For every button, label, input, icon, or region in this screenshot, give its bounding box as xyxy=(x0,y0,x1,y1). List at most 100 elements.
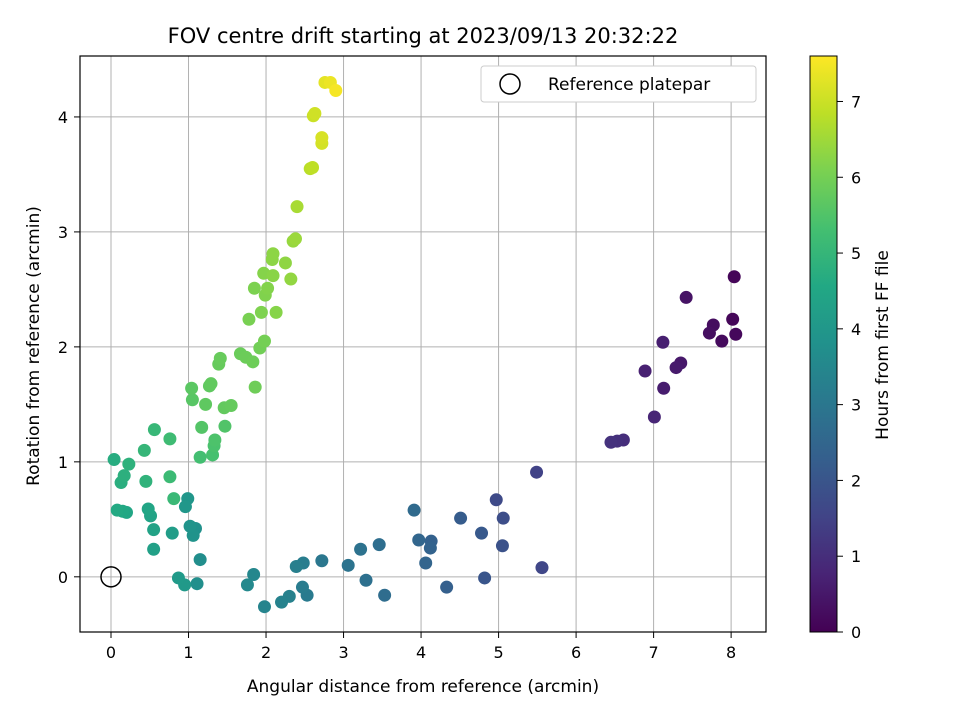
data-point xyxy=(167,492,181,506)
data-point xyxy=(308,106,322,120)
reference-platepar-marker xyxy=(100,566,122,588)
data-point xyxy=(407,503,421,517)
data-point xyxy=(288,232,302,246)
data-point xyxy=(185,393,199,407)
data-point xyxy=(726,312,740,326)
data-point xyxy=(247,568,261,582)
data-point xyxy=(248,380,262,394)
data-point xyxy=(275,595,289,609)
data-point xyxy=(247,281,261,295)
colorbar xyxy=(809,55,838,633)
data-point xyxy=(185,381,199,395)
data-point xyxy=(679,290,693,304)
data-point xyxy=(278,256,292,270)
data-point xyxy=(246,355,260,369)
data-point xyxy=(702,326,716,340)
x-tick-label: 4 xyxy=(416,643,426,662)
data-point xyxy=(208,433,222,447)
y-tick-label: 3 xyxy=(58,223,68,242)
data-point xyxy=(284,272,298,286)
legend: Reference platepar xyxy=(480,65,757,103)
data-point xyxy=(240,578,254,592)
data-point xyxy=(530,465,544,479)
x-tick-label: 7 xyxy=(649,643,659,662)
data-point xyxy=(478,571,492,585)
y-tick-label: 0 xyxy=(58,568,68,587)
colorbar-tick-label: 6 xyxy=(851,168,861,187)
data-point xyxy=(193,553,207,567)
data-point xyxy=(419,556,433,570)
data-point xyxy=(261,281,275,295)
data-point xyxy=(354,542,368,556)
data-point xyxy=(289,559,303,573)
data-point xyxy=(139,474,153,488)
data-point xyxy=(295,580,309,594)
x-tick-label: 1 xyxy=(183,643,193,662)
data-point xyxy=(254,305,268,319)
data-point xyxy=(122,457,136,471)
data-point xyxy=(165,526,179,540)
data-point xyxy=(315,131,329,145)
data-point xyxy=(269,305,283,319)
x-tick-label: 3 xyxy=(338,643,348,662)
data-point xyxy=(110,503,124,517)
y-tick-label: 1 xyxy=(58,453,68,472)
data-point xyxy=(242,312,256,326)
data-point xyxy=(266,269,280,283)
colorbar-ticks: 0 1 2 3 4 5 6 7 xyxy=(837,92,861,642)
data-points xyxy=(107,75,743,614)
data-point xyxy=(657,381,671,395)
data-point xyxy=(315,554,329,568)
colorbar-label: Hours from first FF file xyxy=(873,250,893,440)
grid-lines xyxy=(80,56,766,632)
data-point xyxy=(495,539,509,553)
data-point xyxy=(372,538,386,552)
x-axis-ticks: 0 1 2 3 4 5 6 7 8 xyxy=(106,632,736,662)
data-point xyxy=(306,161,320,175)
data-point xyxy=(218,419,232,433)
data-point xyxy=(147,423,161,437)
chart-title: FOV centre drift starting at 2023/09/13 … xyxy=(168,24,679,48)
data-point xyxy=(715,334,729,348)
data-point xyxy=(489,493,503,507)
colorbar-tick-label: 7 xyxy=(851,92,861,111)
data-point xyxy=(647,410,661,424)
data-point xyxy=(359,573,373,587)
legend-entry-reference: Reference platepar xyxy=(548,75,710,95)
x-tick-label: 0 xyxy=(106,643,116,662)
data-point xyxy=(163,470,177,484)
data-point xyxy=(656,335,670,349)
data-point xyxy=(141,502,155,516)
data-point xyxy=(193,450,207,464)
x-tick-label: 6 xyxy=(571,643,581,662)
data-point xyxy=(669,361,683,375)
data-point xyxy=(378,588,392,602)
data-point xyxy=(178,500,192,514)
data-point xyxy=(183,519,197,533)
data-point xyxy=(604,435,618,449)
data-point xyxy=(257,600,271,614)
data-point xyxy=(190,577,204,591)
data-point xyxy=(412,533,426,547)
colorbar-tick-label: 4 xyxy=(851,320,861,339)
data-point xyxy=(475,526,489,540)
data-point xyxy=(535,561,549,575)
data-point xyxy=(290,200,304,214)
data-point xyxy=(147,523,161,537)
data-point xyxy=(199,397,213,411)
data-point xyxy=(137,443,151,457)
data-point xyxy=(341,558,355,572)
data-point xyxy=(195,420,209,434)
colorbar-tick-label: 3 xyxy=(851,396,861,415)
x-tick-label: 5 xyxy=(493,643,503,662)
colorbar-tick-label: 5 xyxy=(851,244,861,263)
y-tick-label: 4 xyxy=(58,108,68,127)
data-point xyxy=(107,453,121,467)
y-tick-label: 2 xyxy=(58,338,68,357)
legend-reference-marker xyxy=(499,73,521,95)
data-point xyxy=(213,351,227,365)
x-tick-label: 8 xyxy=(726,643,736,662)
data-point xyxy=(171,571,185,585)
colorbar-tick-label: 0 xyxy=(851,623,861,642)
